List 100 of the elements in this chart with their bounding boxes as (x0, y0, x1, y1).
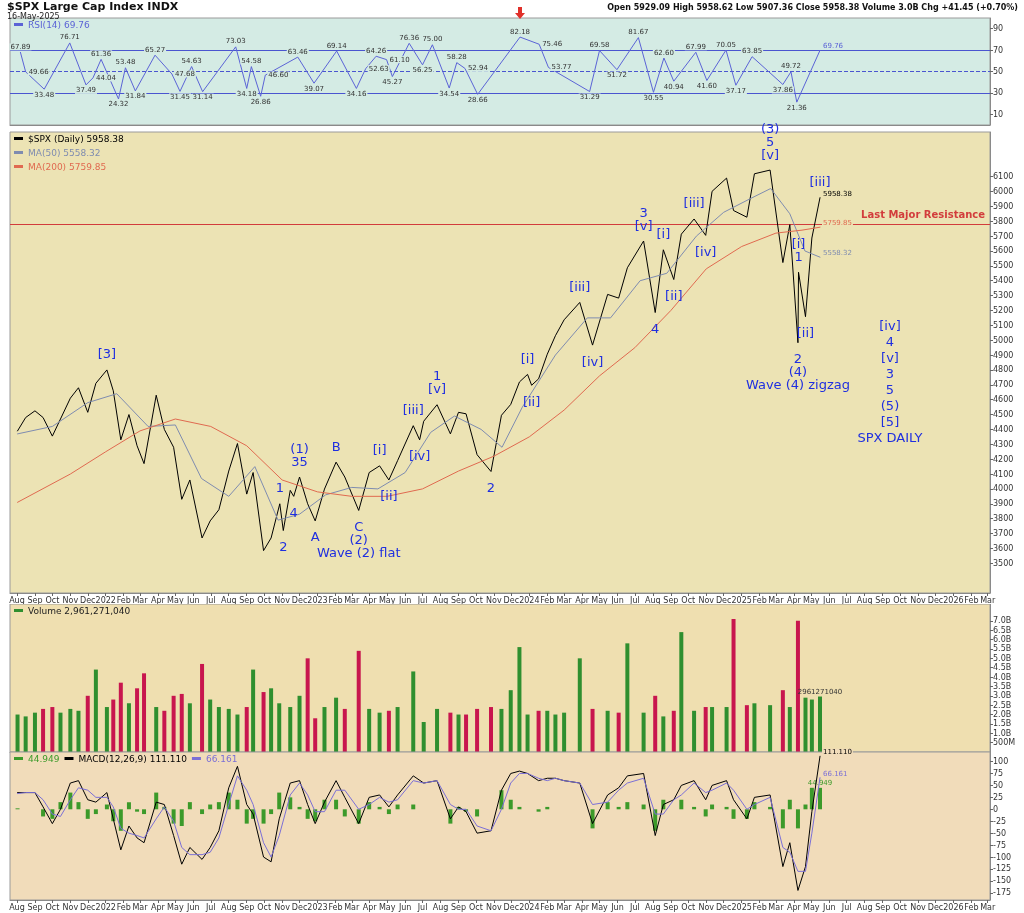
chart-title: $SPX Large Cap Index INDX (7, 0, 179, 13)
x-tick-label: Jul (204, 902, 216, 912)
x-tick-label: Nov (698, 595, 715, 605)
y-tick-label: 4200 (993, 454, 1014, 464)
x-tick-label: Aug (432, 902, 449, 912)
x-tick-label: Dec (291, 595, 308, 605)
x-tick-label: May (591, 595, 609, 605)
y-tick-label: 5300 (993, 291, 1014, 301)
x-tick-label: Aug (856, 902, 873, 912)
y-tick-label: 1.0B (993, 728, 1012, 738)
annotation: (5) (880, 398, 900, 414)
x-tick-label: Jun (610, 595, 624, 605)
legend-label: Volume 2,961,271,040 (28, 605, 131, 616)
x-tick-label: 2025 (731, 902, 752, 912)
x-tick-label: Oct (257, 902, 272, 912)
x-tick-label: Jun (186, 902, 200, 912)
x-tick-label: Feb (116, 595, 131, 605)
x-tick-label: 2026 (943, 902, 964, 912)
x-tick-label: Oct (681, 902, 696, 912)
annotation: [i] (656, 226, 671, 242)
x-tick-label: Nov (274, 902, 291, 912)
x-tick-label: Feb (752, 902, 767, 912)
y-tick-label: 5.5B (993, 644, 1012, 654)
x-tick-label: Feb (964, 595, 979, 605)
x-tick-label: Dec (715, 902, 732, 912)
x-tick-label: Mar (768, 902, 785, 912)
y-tick-label: 4300 (993, 439, 1014, 449)
x-tick-label: Dec (80, 595, 96, 605)
x-tick-label: 2023 (307, 902, 328, 912)
y-tick-label: 3600 (993, 543, 1014, 553)
annotation: 4 (651, 321, 660, 337)
x-tick-label: Feb (328, 595, 343, 605)
y-tick-label: 25 (993, 792, 1004, 802)
annotation: [ii] (380, 488, 398, 504)
x-tick-label: Jun (822, 595, 836, 605)
x-tick-label: Mar (132, 902, 149, 912)
y-tick-label: -75 (993, 840, 1007, 850)
x-tick-label: Sep (663, 595, 679, 605)
x-tick-label: Feb (540, 595, 555, 605)
y-tick-label: 75 (993, 768, 1004, 778)
annotation: 2 (486, 480, 496, 495)
x-tick-label: Sep (239, 902, 255, 912)
x-tick-label: Dec (715, 595, 732, 605)
x-tick-label: Dec (80, 902, 96, 912)
annotation: (2) (349, 531, 368, 547)
x-tick-label: Jul (629, 902, 640, 912)
y-tick-label: 3.5B (993, 681, 1012, 691)
annotation: 1 (794, 248, 803, 264)
legend-label: MACD(12,26,9) 111.110 (78, 753, 188, 764)
annotation: [ii] (665, 288, 683, 304)
annotation: [5] (880, 414, 900, 430)
x-tick-label: Oct (45, 595, 60, 605)
y-tick-label: 3900 (993, 499, 1014, 509)
y-tick-label: 50 (993, 67, 1004, 76)
y-tick-label: 4.5B (993, 663, 1012, 673)
y-tick-label: 6100 (993, 172, 1014, 182)
x-tick-label: Apr (786, 595, 802, 605)
annotation: [i] (520, 350, 535, 366)
y-tick-label: 5200 (993, 305, 1014, 315)
y-tick-label: -175 (993, 888, 1012, 898)
x-tick-label: Mar (980, 595, 996, 605)
ref-line-label: Last Major Resistance (861, 208, 986, 220)
x-tick-label: Mar (344, 595, 361, 605)
y-tick-label: 4100 (993, 469, 1014, 479)
x-tick-label: Sep (875, 902, 891, 912)
x-tick-label: 2022 (95, 595, 116, 605)
x-tick-label: Sep (875, 595, 891, 605)
annotation: 5 (885, 382, 895, 398)
x-tick-label: Jul (629, 595, 640, 605)
x-tick-label: 2024 (519, 595, 540, 605)
x-tick-label: Feb (116, 902, 131, 912)
y-tick-label: 50 (993, 780, 1004, 790)
y-tick-label: 4500 (993, 410, 1014, 420)
annotation: A (310, 529, 320, 545)
x-tick-label: 2026 (943, 595, 964, 605)
x-tick-label: Apr (362, 902, 378, 912)
x-tick-label: Sep (239, 595, 255, 605)
x-tick-label: Dec (503, 595, 520, 605)
annotation: [ii] (522, 393, 541, 409)
x-tick-label: Jun (822, 902, 836, 912)
y-tick-label: 3700 (993, 529, 1014, 539)
x-tick-label: Apr (575, 595, 590, 605)
legend-label: MA(200) 5759.85 (28, 161, 107, 172)
annotation: (1) (290, 440, 309, 456)
y-tick-label: 0 (993, 804, 999, 814)
x-tick-label: Apr (151, 902, 166, 912)
annotation: [iv] (408, 448, 431, 464)
x-tick-label: Oct (469, 902, 483, 912)
annotation: 1 (275, 480, 284, 496)
x-tick-label: Mar (980, 902, 996, 912)
annotation: [v] (761, 146, 780, 162)
x-tick-label: Nov (910, 595, 927, 605)
annotation: 2 (793, 351, 803, 367)
x-tick-label: Jul (840, 902, 852, 912)
y-tick-label: 4700 (993, 380, 1014, 390)
y-tick-label: 3500 (993, 558, 1014, 568)
x-tick-label: May (803, 595, 820, 605)
y-tick-label: 6000 (993, 186, 1014, 196)
x-tick-label: May (167, 595, 184, 605)
x-tick-label: 2022 (95, 902, 116, 912)
